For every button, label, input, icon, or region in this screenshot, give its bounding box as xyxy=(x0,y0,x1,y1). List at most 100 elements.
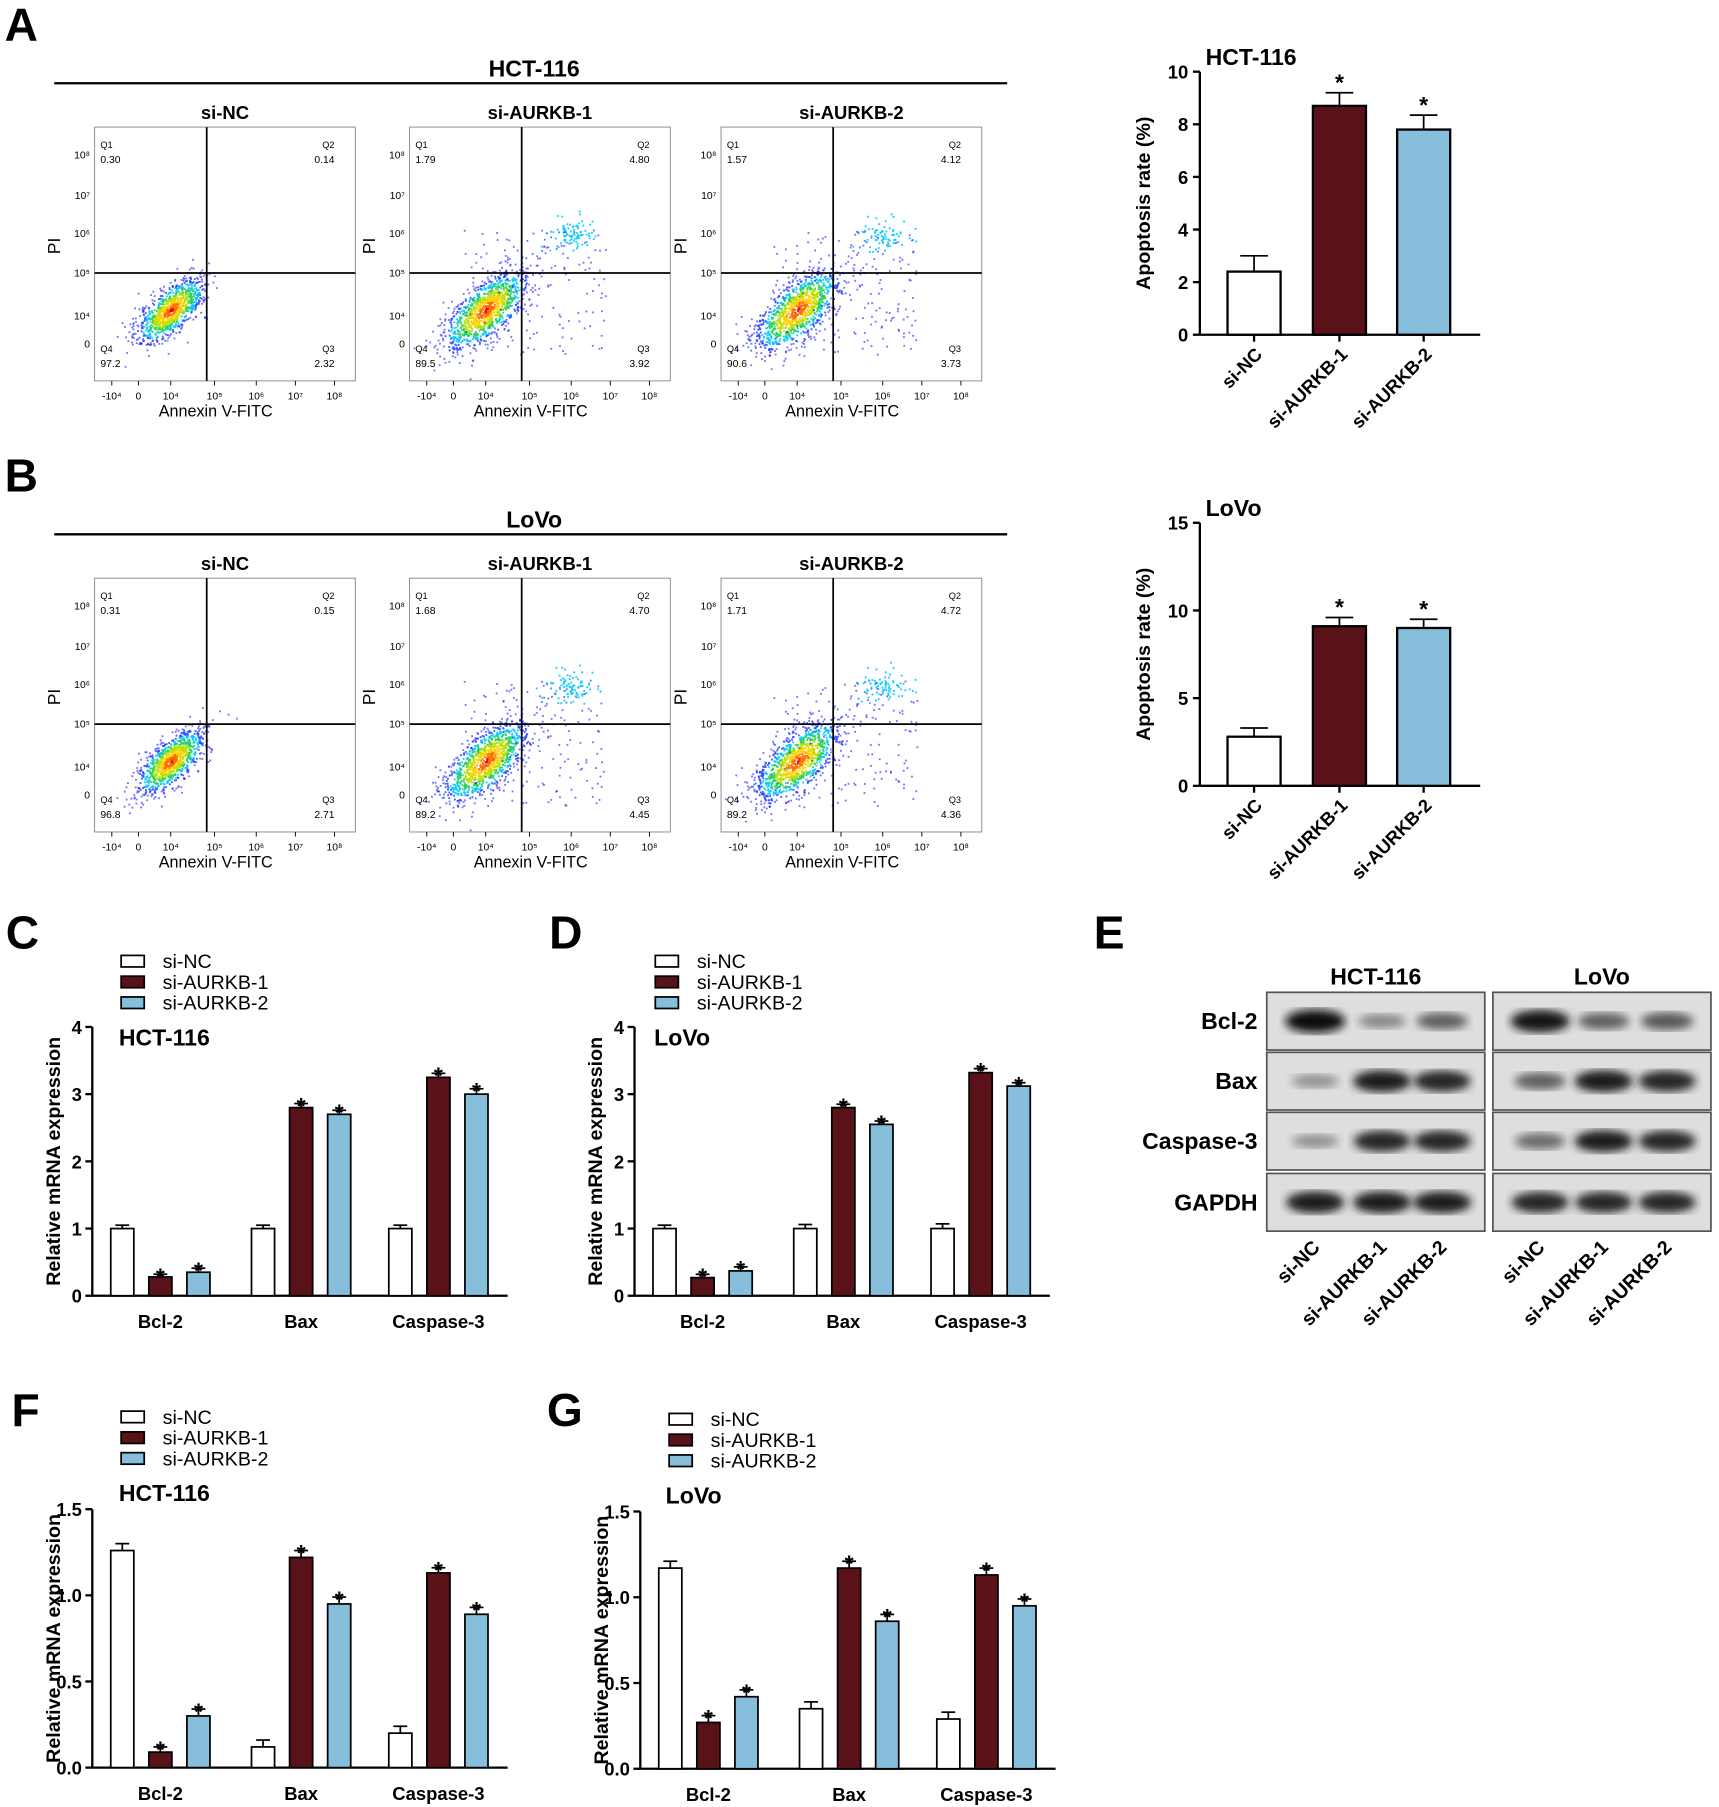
event-point xyxy=(195,289,198,292)
event-point xyxy=(464,298,467,301)
quadrant-label: Q4 xyxy=(415,344,427,354)
event-point xyxy=(792,320,795,323)
event-point xyxy=(146,322,149,325)
event-point xyxy=(162,337,165,340)
event-point xyxy=(159,317,162,320)
event-point xyxy=(779,322,782,325)
event-point xyxy=(855,230,858,233)
event-point xyxy=(190,751,193,753)
event-point xyxy=(146,775,149,778)
event-point xyxy=(554,265,556,267)
event-point xyxy=(824,236,827,238)
event-point xyxy=(453,327,456,329)
event-point xyxy=(180,732,183,734)
event-point xyxy=(443,324,446,327)
event-point xyxy=(170,317,173,320)
event-point xyxy=(170,771,173,774)
event-point xyxy=(184,753,187,756)
event-point xyxy=(161,751,164,754)
event-point xyxy=(474,316,476,319)
event-point xyxy=(534,289,537,292)
event-point xyxy=(489,326,491,328)
event-point xyxy=(857,251,860,254)
event-point xyxy=(160,782,163,785)
event-point xyxy=(480,256,483,259)
event-point xyxy=(496,307,499,310)
event-point xyxy=(194,730,197,733)
event-point xyxy=(475,261,478,264)
event-point xyxy=(186,289,189,291)
event-point xyxy=(777,319,780,322)
event-point xyxy=(188,775,191,778)
event-point xyxy=(812,306,815,309)
event-point xyxy=(497,312,500,315)
event-point xyxy=(779,314,782,317)
event-point xyxy=(207,745,210,748)
event-point xyxy=(189,287,191,290)
event-point xyxy=(796,321,799,324)
event-point xyxy=(765,327,768,330)
event-point xyxy=(161,761,164,764)
event-point xyxy=(482,325,485,328)
event-point xyxy=(157,303,160,306)
event-point xyxy=(828,317,831,320)
event-point xyxy=(486,343,489,346)
event-point xyxy=(203,732,206,735)
event-point xyxy=(529,304,532,307)
event-point xyxy=(836,350,839,353)
event-point xyxy=(137,761,140,764)
event-point xyxy=(478,294,481,296)
event-point xyxy=(164,316,166,319)
event-point xyxy=(884,233,886,236)
event-point xyxy=(818,291,821,294)
event-point xyxy=(478,314,481,317)
event-point xyxy=(158,328,161,331)
event-point xyxy=(459,307,462,310)
event-point xyxy=(525,291,528,294)
event-point xyxy=(202,752,205,755)
event-point xyxy=(767,315,770,318)
event-point xyxy=(775,343,778,345)
event-point xyxy=(817,309,819,312)
event-point xyxy=(485,282,488,285)
event-point xyxy=(188,299,191,302)
event-point xyxy=(515,301,518,304)
event-point xyxy=(585,310,588,313)
event-point xyxy=(786,346,789,349)
y-tick-label: 0 xyxy=(399,340,405,351)
event-point xyxy=(502,298,505,301)
event-point xyxy=(190,296,192,299)
event-point xyxy=(489,320,492,323)
event-point xyxy=(166,308,168,311)
event-point xyxy=(453,321,456,324)
event-point xyxy=(511,286,514,288)
event-point xyxy=(507,298,510,301)
event-point xyxy=(194,291,197,293)
event-point xyxy=(191,298,194,301)
event-point xyxy=(777,318,780,320)
event-point xyxy=(173,779,176,782)
event-point xyxy=(806,290,809,293)
event-point xyxy=(174,773,177,775)
event-point xyxy=(819,290,822,293)
event-point xyxy=(796,282,799,285)
event-point xyxy=(539,257,542,260)
event-point xyxy=(218,710,221,713)
event-point xyxy=(178,310,180,313)
event-point xyxy=(783,338,786,341)
event-point xyxy=(449,321,452,324)
event-point xyxy=(176,291,179,294)
event-point xyxy=(140,795,143,798)
event-point xyxy=(791,338,794,341)
event-point xyxy=(502,323,505,325)
event-point xyxy=(847,260,850,263)
event-point xyxy=(200,275,203,278)
event-point xyxy=(570,230,573,233)
event-point xyxy=(805,321,808,323)
event-point xyxy=(185,319,188,321)
event-point xyxy=(178,300,181,303)
event-point xyxy=(815,313,818,316)
event-point xyxy=(456,329,459,331)
event-point xyxy=(182,743,185,745)
